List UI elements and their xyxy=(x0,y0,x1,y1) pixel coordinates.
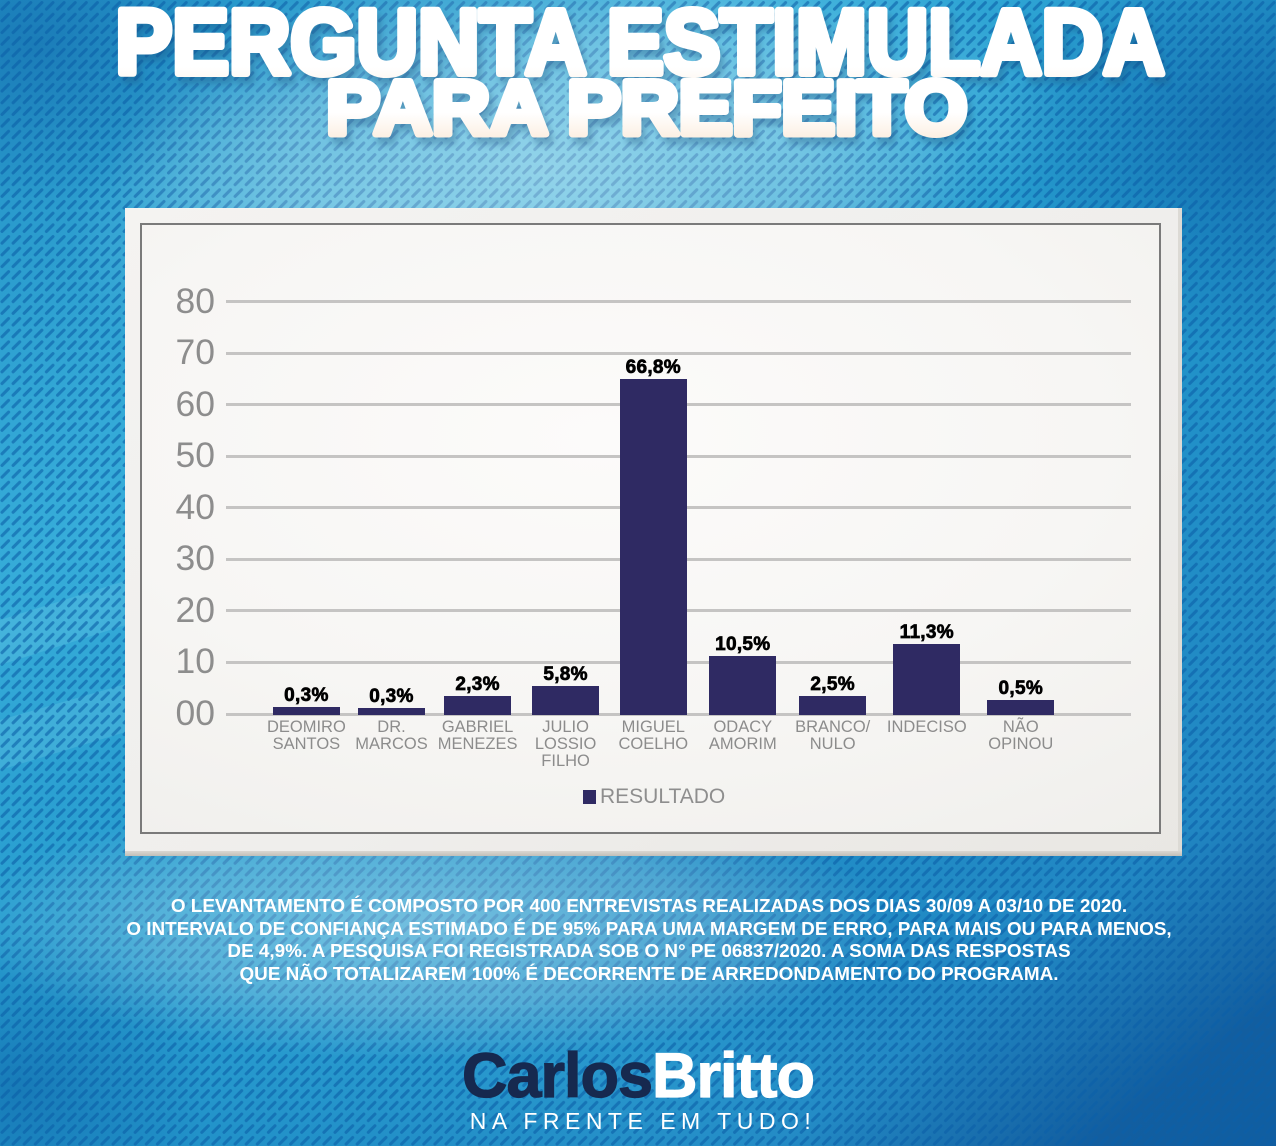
svg-text:PERGUNTA ESTIMULADA: PERGUNTA ESTIMULADA xyxy=(120,0,1169,101)
svg-text:PARA PREFEITO: PARA PREFEITO xyxy=(330,73,971,158)
svg-text:PARA PREFEITO: PARA PREFEITO xyxy=(326,66,967,151)
svg-text:PERGUNTA ESTIMULADA: PERGUNTA ESTIMULADA xyxy=(116,0,1165,94)
